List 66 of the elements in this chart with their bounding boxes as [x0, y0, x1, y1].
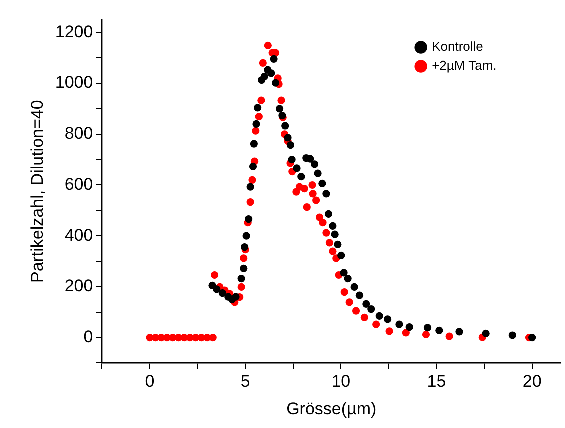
y-axis-title: Partikelzahl, Dilution=40 — [28, 100, 47, 284]
point — [270, 55, 278, 63]
x-tick-label: 20 — [522, 372, 542, 392]
point — [252, 120, 260, 128]
point — [424, 324, 432, 332]
legend-label: Kontrolle — [432, 39, 484, 54]
x-tick-label: 0 — [145, 372, 155, 392]
point — [396, 320, 404, 328]
point — [350, 283, 358, 291]
point — [436, 326, 444, 334]
point — [368, 306, 376, 314]
y-tick-label: 0 — [84, 327, 94, 346]
y-tick-label: 1200 — [55, 22, 94, 42]
point — [286, 142, 294, 150]
point — [232, 293, 240, 301]
point — [254, 104, 262, 112]
x-tick-label: 10 — [332, 372, 351, 392]
point — [241, 243, 249, 252]
point — [218, 289, 226, 298]
point — [334, 240, 342, 249]
point — [318, 180, 326, 188]
point — [272, 79, 280, 87]
point — [329, 222, 337, 230]
point — [293, 164, 301, 172]
point — [213, 286, 221, 294]
point — [284, 134, 292, 142]
x-tick-label: 15 — [427, 372, 446, 392]
point — [238, 275, 246, 283]
point — [324, 210, 333, 218]
point — [456, 328, 464, 336]
point — [356, 292, 364, 300]
y-tick-label: 1000 — [55, 73, 94, 92]
point — [482, 330, 490, 338]
point — [249, 162, 258, 170]
y-tick-label: 200 — [64, 276, 94, 296]
point — [276, 105, 284, 113]
point — [340, 269, 348, 277]
point — [268, 70, 276, 78]
point — [306, 155, 314, 163]
x-axis-title: Grösse(µm) — [286, 399, 377, 418]
point — [344, 275, 352, 283]
point — [314, 170, 322, 178]
point — [260, 72, 269, 80]
legend-label: +2µM Tam. — [432, 58, 497, 74]
point — [242, 232, 250, 240]
point — [508, 332, 516, 340]
point — [528, 334, 536, 342]
point — [282, 122, 290, 130]
x-tick-label: 5 — [240, 372, 250, 392]
point — [362, 300, 370, 308]
point — [246, 183, 254, 191]
point — [245, 216, 253, 224]
y-tick-label: 400 — [64, 226, 94, 245]
point — [240, 264, 248, 272]
y-tick-label: 600 — [64, 174, 94, 194]
point — [406, 324, 414, 332]
point — [298, 173, 306, 181]
point — [250, 140, 258, 148]
point — [310, 160, 319, 168]
point — [376, 312, 384, 320]
point — [338, 252, 346, 260]
y-tick-label: 800 — [64, 124, 94, 144]
point — [322, 190, 330, 198]
point — [384, 316, 392, 324]
point — [331, 230, 339, 238]
point — [288, 156, 296, 164]
